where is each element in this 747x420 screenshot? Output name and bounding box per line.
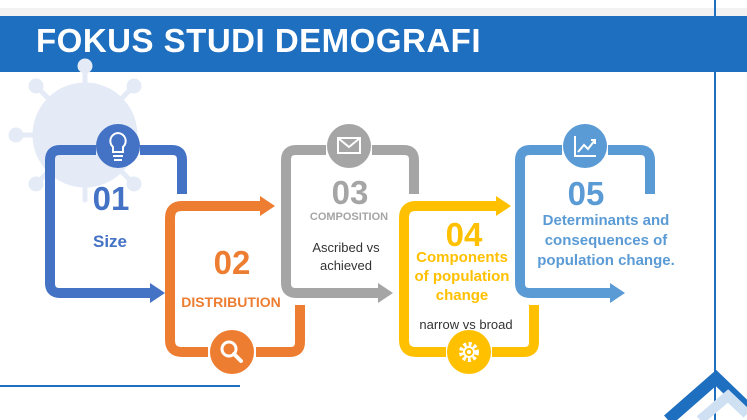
gear-icon — [447, 330, 491, 374]
step2-number: 02 — [213, 244, 251, 281]
step2-label: DISTRIBUTION — [181, 294, 281, 310]
step1-number: 01 — [92, 180, 130, 217]
step1-label: Size — [92, 232, 128, 251]
step5-arrow-head — [610, 283, 625, 303]
step3-subtext-line2: achieved — [319, 258, 373, 273]
step3-label: COMPOSITION — [309, 211, 389, 223]
step4-label-line2: of population — [414, 268, 510, 285]
step2-arrow-head — [260, 196, 275, 216]
right-divider-line — [714, 0, 716, 420]
step5-label-line2: consequences of — [544, 232, 668, 249]
step5-number: 05 — [567, 175, 605, 212]
step4-connector — [399, 201, 539, 357]
step1-connector — [45, 145, 187, 298]
step5-connector — [515, 145, 655, 298]
step1-arrow-head — [150, 283, 165, 303]
title-banner — [0, 16, 747, 72]
magnifier-icon — [210, 330, 254, 374]
step3-number: 03 — [331, 174, 369, 211]
step4-number: 04 — [445, 216, 483, 253]
chart-icon — [563, 124, 607, 168]
banner-top-strip — [0, 8, 747, 16]
bottom-divider-line — [0, 385, 240, 387]
lightbulb-icon — [96, 124, 140, 168]
step5-label-line1: Determinants and — [542, 212, 670, 229]
envelope-icon — [327, 124, 371, 168]
step4-label-line1: Components — [416, 249, 508, 266]
step3-connector — [281, 145, 419, 298]
step4-arrow-head — [496, 196, 511, 216]
step4-subtext: narrow vs broad — [419, 317, 513, 332]
step3-subtext-line1: Ascribed vs — [312, 240, 380, 255]
step3-arrow-head — [378, 283, 393, 303]
page-title: FOKUS STUDI DEMOGRAFI — [36, 22, 481, 59]
step2-connector — [165, 201, 305, 357]
step4-label-line3: change — [435, 287, 489, 304]
step5-label-line3: population change. — [537, 252, 675, 269]
